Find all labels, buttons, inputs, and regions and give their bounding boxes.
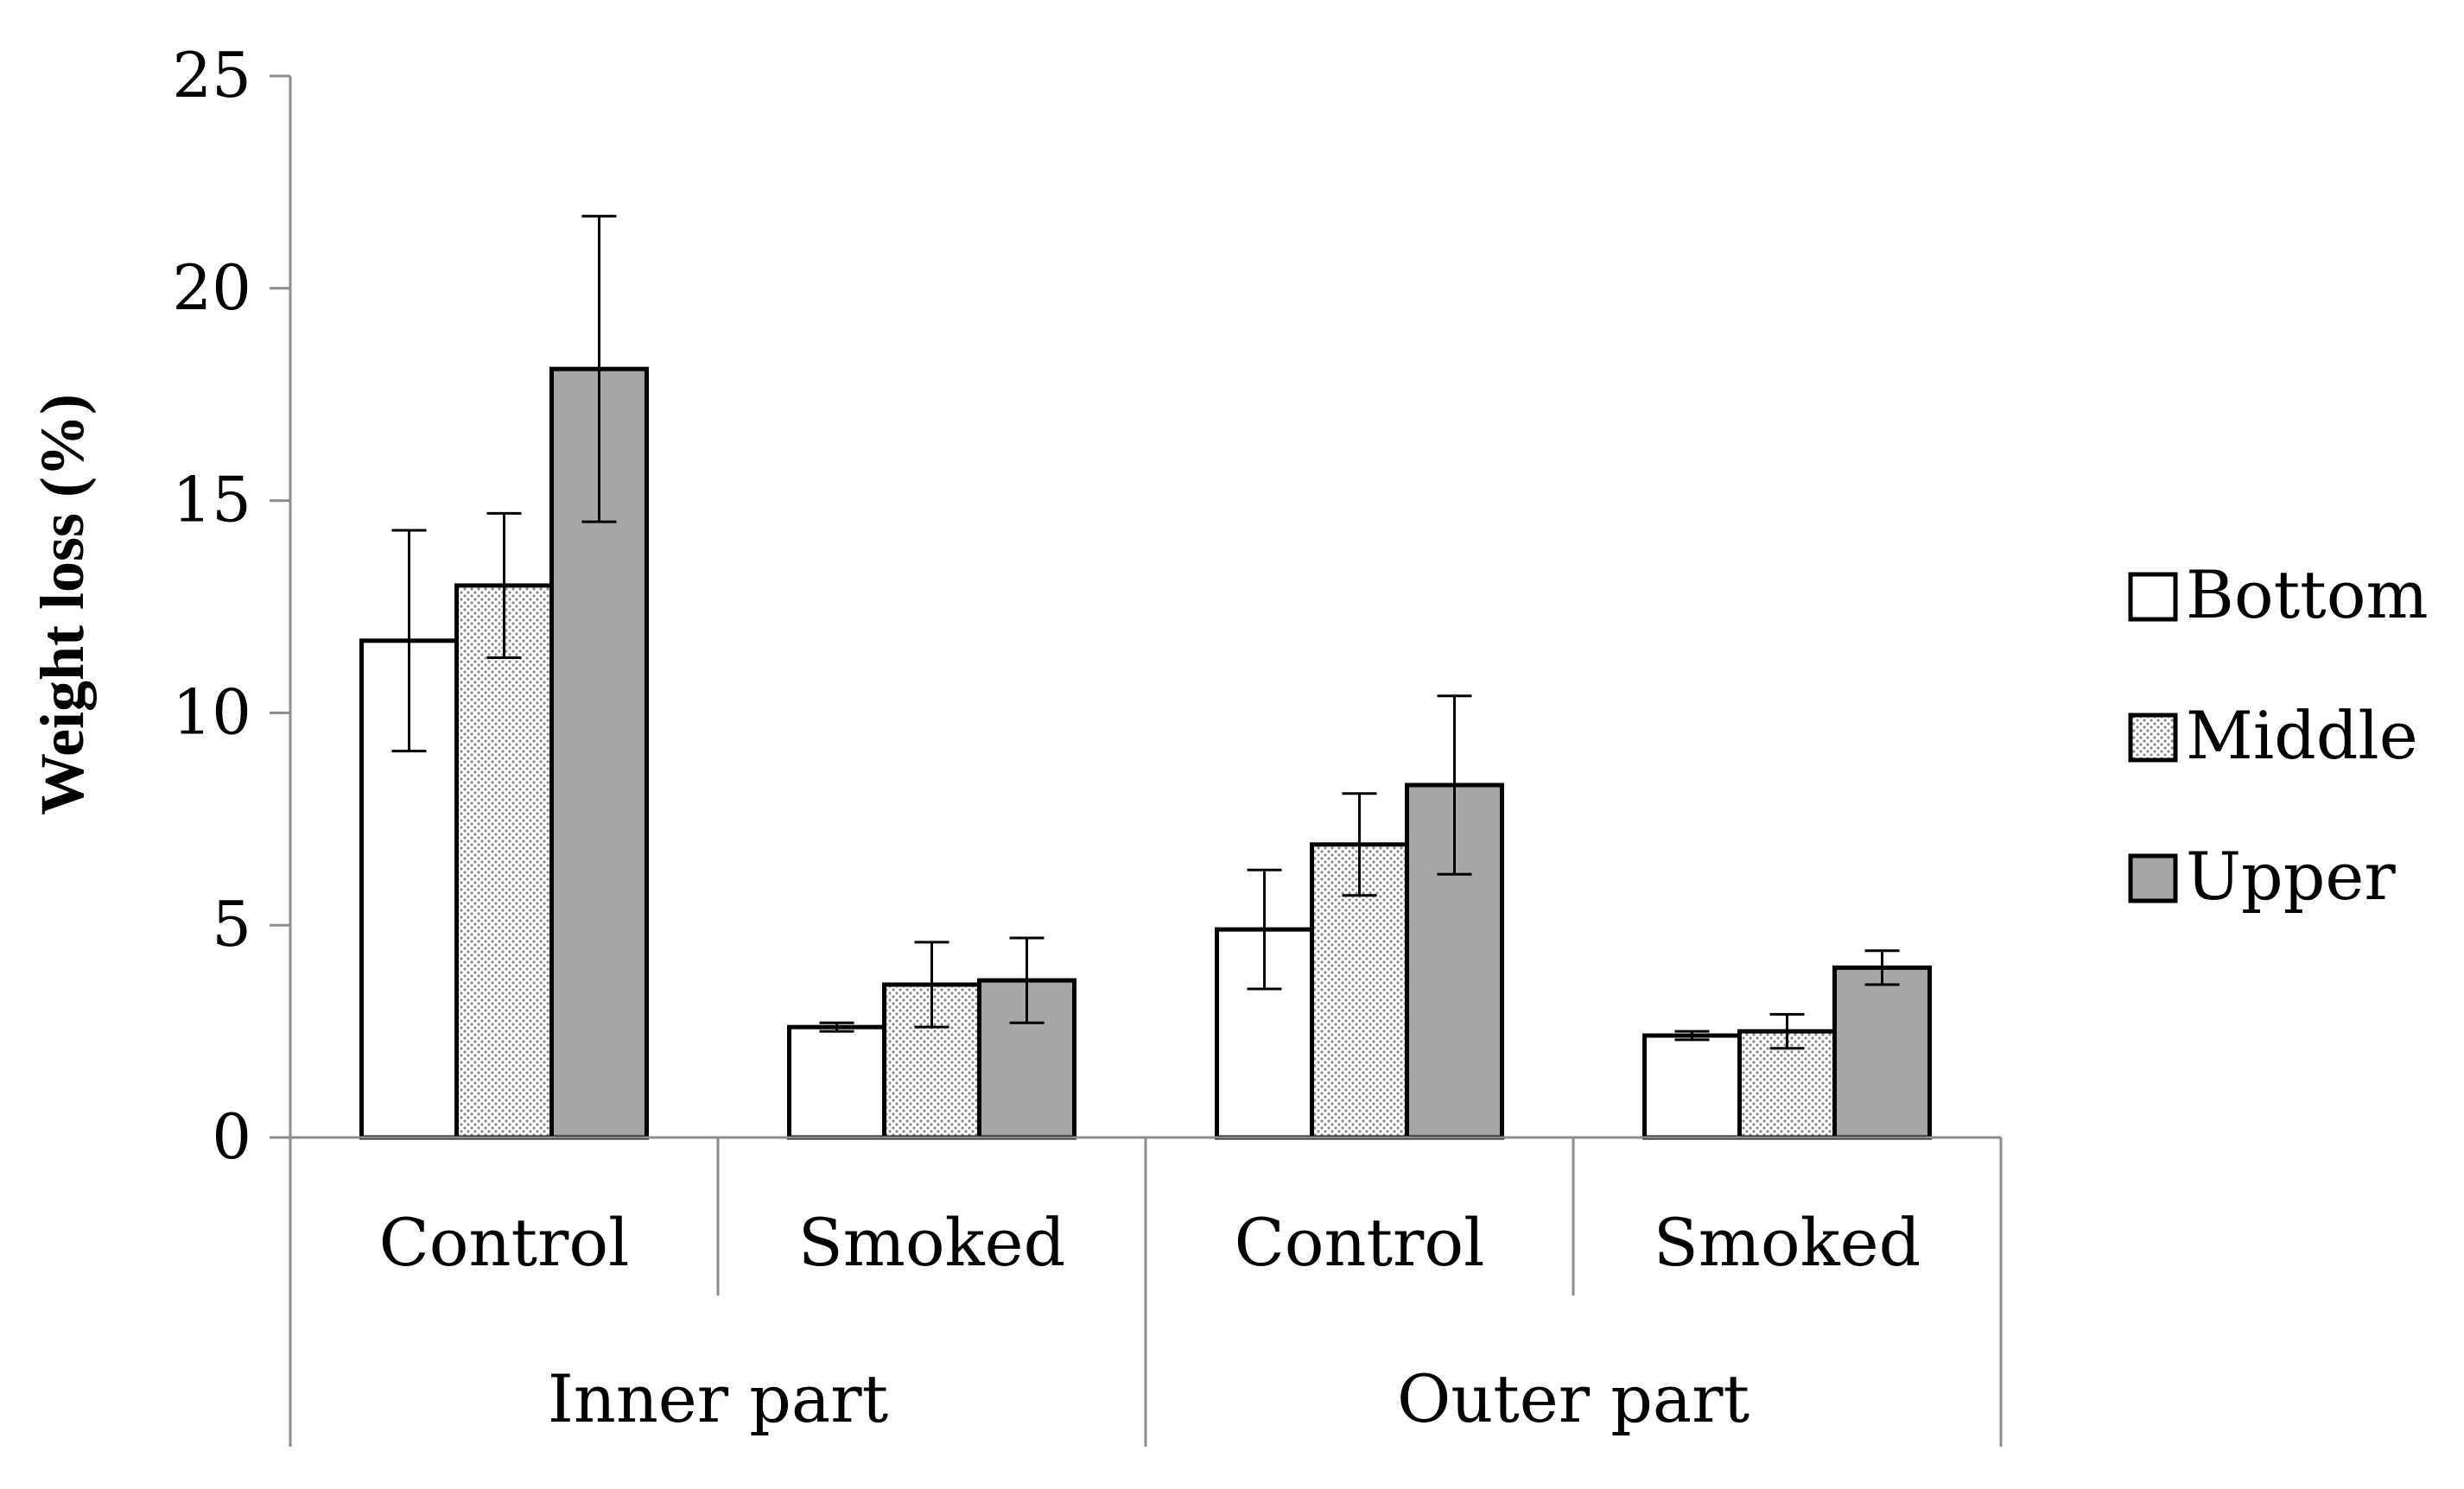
legend-label-bottom: Bottom	[2186, 556, 2429, 633]
y-tick-label: 5	[212, 888, 251, 960]
legend-swatch-middle	[2128, 713, 2178, 763]
legend-swatch-upper	[2128, 853, 2178, 903]
legend: Bottom Middle Upper	[2128, 556, 2429, 915]
category-label-0: Control	[379, 1204, 630, 1281]
bar-bottom-1	[787, 1024, 886, 1140]
y-tick-label: 20	[172, 251, 251, 324]
x-axis: Control Smoked Control Smoked Inner part Oute…	[289, 1136, 2003, 1447]
bar-upper-2	[1405, 783, 1504, 1140]
group-label-1: Outer part	[1397, 1360, 1750, 1437]
bar-upper-1	[977, 978, 1076, 1140]
y-axis-title: Weight loss (%)	[28, 394, 97, 815]
group-label-0: Inner part	[548, 1360, 888, 1437]
bar-upper-3	[1832, 965, 1932, 1140]
y-axis: 0 5 10 15 20 25	[172, 39, 292, 1173]
bar-bottom-3	[1642, 1033, 1742, 1140]
y-tick-label: 0	[212, 1100, 251, 1173]
category-label-1: Smoked	[798, 1204, 1066, 1281]
legend-label-middle: Middle	[2186, 697, 2418, 774]
bar-middle-0	[454, 583, 554, 1140]
y-tick-label: 25	[172, 39, 251, 111]
category-label-2: Control	[1235, 1204, 1485, 1281]
bars	[359, 366, 1932, 1140]
legend-label-upper: Upper	[2186, 838, 2396, 915]
legend-swatch-bottom	[2128, 572, 2178, 622]
category-label-3: Smoked	[1654, 1204, 1921, 1281]
error-bars	[391, 214, 1900, 1050]
y-tick-label: 10	[172, 675, 251, 748]
y-tick-label: 15	[172, 464, 251, 536]
